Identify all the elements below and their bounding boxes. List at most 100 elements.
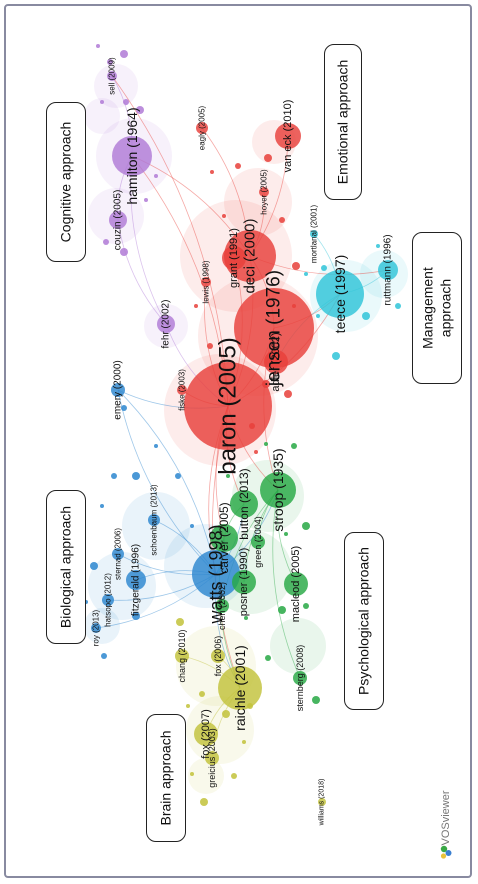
brain-approach-box: Brain approach [146,714,186,842]
node-greicius-2003[interactable] [205,751,219,765]
node-jensen-1976[interactable] [234,288,314,368]
node-label-sternberg-2008: sternberg (2008) [295,645,305,712]
minor-node [244,616,248,620]
node-fehr-2002[interactable] [157,315,175,333]
minor-node [222,710,230,718]
node-label-hoyer-2005: hoyer (2005) [260,169,269,215]
node-label-stroop-1935: stroop (1935) [270,448,286,531]
node-label-baron-2005: baron (2005) [215,337,242,474]
node-hamilton-1964[interactable] [112,136,152,176]
node-button-2013[interactable] [230,490,258,518]
node-fitzgerald-1996[interactable] [126,570,146,590]
minor-node [136,106,144,114]
vosviewer-logo-icon [440,845,452,859]
citation-link [117,219,167,325]
node-ruttmann-1996[interactable] [378,260,398,280]
node-eagly-2005[interactable] [196,122,208,134]
minor-node [144,198,148,202]
management-approach-line2: approach [437,278,453,338]
node-van-eck-2010[interactable] [275,123,301,149]
figure-frame: baron (2005) jensen (1976) deci (2000) gran… [4,4,472,878]
node-teece-1997[interactable] [316,270,364,318]
node-label-fehr-2002: fehr (2002) [161,300,172,349]
minor-node [278,606,286,614]
minor-node [312,696,320,704]
node-label-schoenbaum-2013: schoenbaum (2013) [150,484,159,555]
node-grant-1991[interactable] [222,246,246,270]
node-label-fox-2006: fox (2006) [213,636,223,677]
halo-cognitive [94,64,138,108]
psychological-approach-box: Psychological approach [344,532,384,710]
biological-approach-box: Biological approach [46,490,86,644]
node-lewis-1998[interactable] [201,277,211,287]
minor-node [362,312,370,320]
node-hoyer-2005[interactable] [259,187,269,197]
vosviewer-logo-text: VOSviewer [440,790,452,846]
node-schoenbaum-2013[interactable] [148,514,160,526]
node-mortlanal-2001[interactable] [310,230,318,238]
node-emery-2000[interactable] [111,383,125,397]
minor-node [292,262,300,270]
citation-link [130,155,167,325]
emotional-approach-label: Emotional approach [334,59,351,185]
halo-cognitive [84,98,120,134]
node-green-2004[interactable] [251,535,265,549]
node-baron-2005[interactable] [184,362,272,450]
management-approach-line1: Management [419,267,436,349]
minor-node [207,343,213,349]
minor-node [303,603,309,609]
node-sternberg-2008[interactable] [293,671,307,685]
node-adler-2002[interactable] [264,350,288,374]
minor-node [154,174,158,178]
minor-node [332,352,340,360]
minor-node [199,691,205,697]
node-roy-2013[interactable] [91,623,101,633]
node-macleod-2005[interactable] [284,572,308,596]
minor-node [242,740,246,744]
minor-node [222,214,226,218]
node-fiske-2003[interactable] [177,385,187,395]
minor-node [175,473,181,479]
node-watts-1998[interactable] [192,550,240,598]
cognitive-approach-box: Cognitive approach [46,102,86,262]
node-posner-1990[interactable] [232,570,256,594]
minor-node [107,59,113,65]
node-label-eagly-2005: eagly (2005) [198,105,207,150]
minor-node [395,303,401,309]
node-label-fox-2007: fox (2007) [200,709,212,759]
node-label-macleod-2005: macleod (2005) [290,546,302,622]
node-label-button-2013: button (2013) [237,468,251,539]
node-chen-2002[interactable] [215,599,229,613]
node-label-teece-1997: teece (1997) [332,255,348,334]
minor-node [132,472,140,480]
node-hatsopo-2012[interactable] [102,594,114,606]
minor-node [284,390,292,398]
halo-brain [186,696,254,764]
minor-node [186,704,190,708]
node-label-watts-1998: watts (1998) [206,524,226,624]
minor-node [291,443,297,449]
node-raichle-2001[interactable] [218,666,262,710]
management-approach-box: Management approach [412,232,462,384]
node-fox-2007[interactable] [194,722,218,746]
node-sternad-2006[interactable] [112,548,124,560]
node-couzin-2005[interactable] [109,211,127,229]
minor-node [284,532,288,536]
node-label-adler-2002: adler (2002) [270,332,282,391]
node-fox-2006[interactable] [211,649,225,663]
node-chang-2010[interactable] [175,649,189,663]
minor-node [100,504,104,508]
node-carver-2005[interactable] [210,524,238,552]
management-approach-label: Management approach [420,267,455,349]
node-label-grant-1991: grant (1991) [228,228,240,288]
node-label-chang-2010: chang (2010) [177,629,187,682]
minor-node [120,50,128,58]
node-sell-2009[interactable] [107,71,117,81]
minor-node [101,653,107,659]
node-label-chen-2002: chen (2002) [217,582,227,630]
node-williams-2018[interactable] [318,798,326,806]
node-stroop-1935[interactable] [260,472,296,508]
cognitive-approach-label: Cognitive approach [57,121,74,243]
halo-emotional [224,168,292,236]
vosviewer-logo: VOSviewer [426,790,466,866]
